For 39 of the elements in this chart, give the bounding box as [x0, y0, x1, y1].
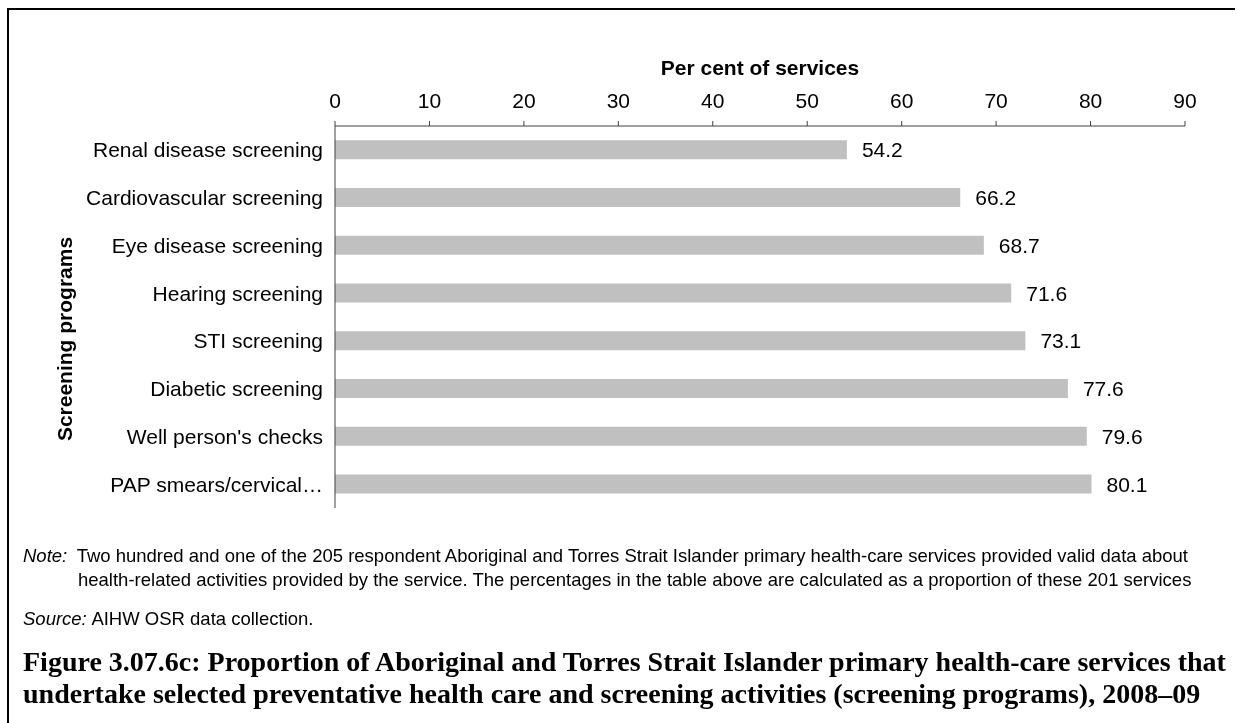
y-axis-title: Screening programs — [52, 236, 76, 442]
bar — [335, 331, 1026, 351]
y-tick-label: Eye disease screening — [111, 233, 323, 257]
y-tick-label: Renal disease screening — [93, 138, 323, 162]
x-tick-label: 0 — [329, 89, 341, 112]
x-tick-label: 90 — [1173, 89, 1197, 112]
source-note: Source: AIHW OSR data collection. — [23, 607, 314, 631]
data-label: 66.2 — [975, 186, 1017, 210]
y-tick-label: PAP smears/cervical… — [110, 472, 323, 496]
bar — [335, 426, 1087, 446]
x-tick-label: 80 — [1078, 89, 1103, 112]
x-tick-label: 50 — [795, 89, 819, 112]
bar — [335, 140, 847, 160]
data-label: 73.1 — [1040, 329, 1082, 353]
x-tick-label: 60 — [889, 89, 914, 112]
x-tick-label: 30 — [606, 89, 631, 112]
data-label: 79.6 — [1101, 424, 1143, 448]
bar — [335, 188, 961, 208]
data-label: 80.1 — [1106, 472, 1148, 496]
bar — [335, 283, 1012, 303]
x-tick-label: 20 — [512, 89, 536, 112]
text: Figure 3.07.6c: Proportion of Aboriginal and Torres Strait Islander primary health-care services that undertake selected preventative health care and screening activities (screening programs), 2008–09 — [23, 646, 1227, 710]
y-tick-label: Cardiovascular screening — [86, 186, 323, 210]
x-axis-title: Per cent of services — [660, 55, 860, 79]
y-tick-label: Hearing screening — [152, 281, 323, 305]
data-label: 77.6 — [1082, 377, 1124, 401]
x-tick-label: 10 — [417, 89, 442, 112]
x-tick-label: 40 — [701, 89, 725, 112]
x-tick-label: 70 — [984, 89, 1008, 112]
y-tick-label: Diabetic screening — [150, 377, 323, 401]
data-label: 54.2 — [861, 138, 903, 162]
data-label: 68.7 — [998, 233, 1040, 257]
data-label: 71.6 — [1026, 281, 1068, 305]
bar — [335, 235, 984, 255]
text: Note: Two hundred and one of the 205 respondent Aboriginal and Torres Strait Islander primary health-care services provided valid data about health-related activities provided by the service. The percentages in the table above are calculated as a proportion of these 201 services — [23, 544, 1192, 590]
y-tick-label: Well person's checks — [126, 424, 323, 448]
bar — [335, 379, 1068, 399]
y-tick-label: STI screening — [193, 329, 323, 353]
bar — [335, 474, 1092, 494]
